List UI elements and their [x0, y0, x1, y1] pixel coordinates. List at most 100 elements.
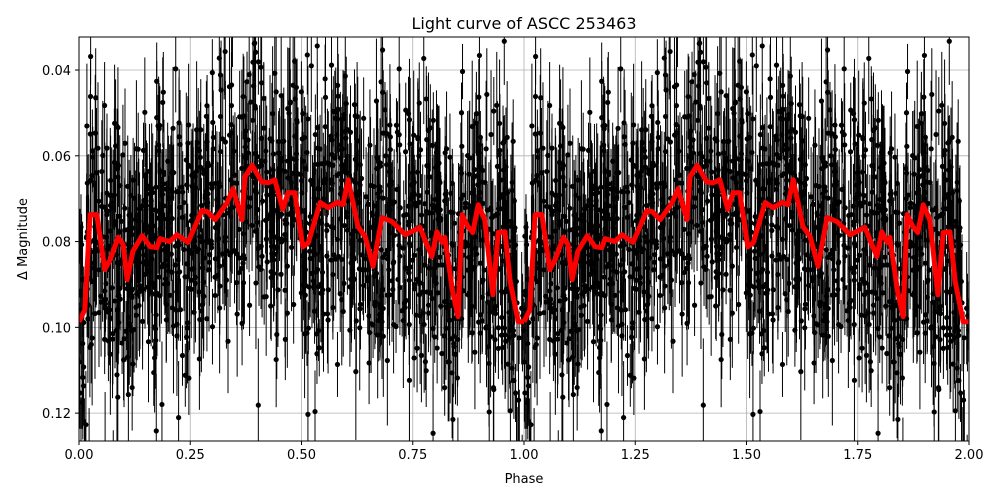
- data-point: [129, 384, 135, 391]
- data-point: [169, 189, 175, 195]
- data-point: [142, 109, 148, 115]
- data-point: [937, 337, 943, 343]
- data-point: [335, 82, 341, 88]
- data-point: [112, 298, 118, 304]
- data-point: [409, 257, 416, 263]
- data-point: [939, 163, 946, 170]
- data-point: [644, 265, 651, 271]
- data-point: [334, 361, 341, 368]
- y-tick-label: 0.06: [42, 150, 71, 165]
- data-point: [186, 285, 193, 292]
- data-point: [596, 369, 602, 376]
- data-point: [186, 122, 192, 128]
- data-point: [856, 355, 862, 361]
- data-point: [521, 327, 527, 333]
- data-point: [697, 150, 703, 157]
- data-point: [492, 310, 499, 317]
- data-point: [261, 125, 267, 131]
- data-point: [182, 274, 188, 280]
- data-point: [921, 52, 928, 59]
- data-point: [112, 222, 118, 228]
- data-point: [285, 106, 291, 112]
- data-point: [802, 237, 808, 243]
- data-point: [695, 117, 701, 123]
- data-point: [610, 158, 616, 164]
- data-point: [835, 321, 842, 328]
- data-point: [828, 153, 834, 159]
- data-point: [952, 408, 959, 414]
- data-point: [933, 207, 939, 213]
- data-point: [87, 344, 93, 350]
- data-point: [252, 40, 258, 46]
- data-point: [373, 98, 380, 104]
- data-point: [589, 182, 595, 188]
- data-point: [442, 191, 448, 197]
- data-point: [693, 99, 699, 105]
- data-point: [719, 244, 725, 250]
- data-point: [473, 120, 479, 126]
- data-point: [111, 159, 117, 166]
- data-point: [856, 191, 862, 197]
- data-point: [745, 158, 751, 164]
- data-point: [385, 256, 391, 262]
- data-point: [914, 123, 920, 130]
- data-point: [120, 152, 126, 158]
- data-point: [210, 119, 216, 126]
- data-point: [206, 259, 213, 265]
- data-point: [510, 138, 516, 144]
- data-point: [559, 307, 566, 313]
- data-point: [827, 107, 833, 113]
- data-point: [274, 331, 280, 338]
- data-point: [961, 335, 967, 341]
- data-point: [750, 411, 756, 417]
- data-point: [341, 222, 348, 229]
- data-point: [142, 261, 148, 267]
- data-point: [315, 185, 321, 192]
- data-point: [841, 66, 847, 72]
- data-point: [177, 141, 183, 148]
- data-point: [822, 304, 828, 310]
- data-point: [443, 146, 450, 152]
- data-point: [314, 43, 320, 49]
- data-point: [934, 215, 940, 221]
- data-point: [928, 146, 934, 152]
- data-point: [406, 377, 413, 383]
- x-tick-label: 0.25: [176, 448, 205, 463]
- data-point: [713, 228, 719, 234]
- data-point: [574, 384, 580, 391]
- data-point: [469, 123, 475, 130]
- data-point: [567, 140, 573, 146]
- data-point: [204, 139, 210, 145]
- data-point: [591, 269, 598, 275]
- data-point: [184, 182, 190, 188]
- data-point: [701, 264, 707, 270]
- data-point: [587, 261, 593, 267]
- data-point: [406, 117, 413, 123]
- data-point: [940, 206, 947, 212]
- x-tick-label: 2.00: [955, 448, 984, 463]
- data-point: [145, 339, 152, 345]
- data-point: [426, 210, 432, 216]
- data-point: [420, 310, 426, 316]
- data-point: [667, 48, 673, 55]
- data-point: [751, 248, 758, 254]
- data-point: [501, 138, 508, 144]
- data-point: [239, 165, 245, 171]
- data-point: [159, 401, 165, 408]
- data-point: [798, 318, 804, 324]
- data-point: [194, 248, 200, 255]
- data-point: [610, 196, 617, 202]
- data-point: [353, 318, 359, 324]
- data-point: [242, 144, 248, 150]
- data-point: [727, 287, 733, 293]
- data-point: [328, 257, 334, 263]
- data-point: [174, 189, 180, 195]
- data-point: [925, 277, 931, 283]
- data-point: [769, 160, 776, 166]
- data-point: [699, 219, 705, 225]
- data-point: [706, 125, 712, 131]
- data-point: [357, 237, 363, 243]
- data-point: [357, 162, 363, 168]
- data-point: [282, 287, 288, 293]
- data-point: [937, 310, 944, 317]
